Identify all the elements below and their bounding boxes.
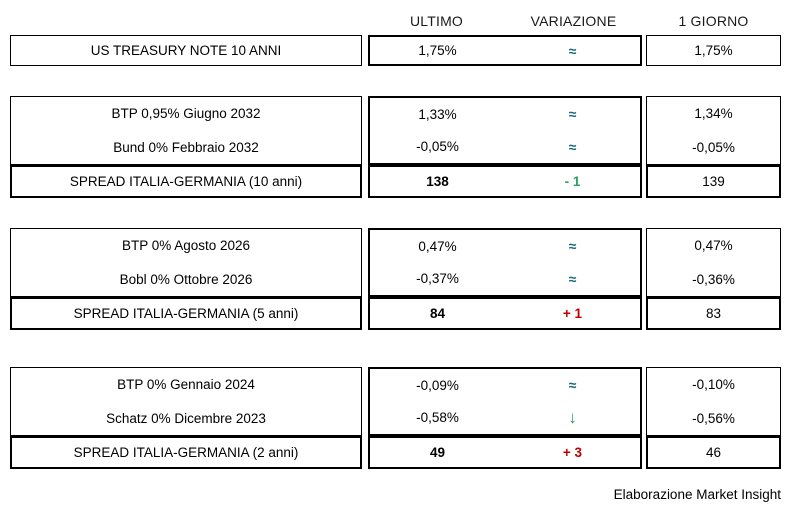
label-box: BTP 0,95% Giugno 2032 Bund 0% Febbraio 2… — [10, 96, 362, 165]
ultimo-variazione-box: 1,33% ≈ -0,05% ≈ — [368, 96, 642, 165]
giorno-box: -0,10% -0,56% — [646, 367, 781, 436]
giorno-value: -0,36% — [692, 271, 735, 287]
value-row: 0,47% ≈ — [370, 230, 640, 263]
approx-equal-icon: ≈ — [568, 42, 577, 59]
ultimo-variazione-box: 0,47% ≈ -0,37% ≈ — [368, 228, 642, 297]
ultimo-variazione-box: -0,09% ≈ -0,58% ↓ — [368, 367, 642, 436]
spread-giorno-value: 139 — [646, 165, 781, 198]
ultimo-variazione-box: 1,75% ≈ — [368, 35, 642, 66]
row-label: Bobl 0% Ottobre 2026 — [119, 271, 253, 287]
spread-giorno-value: 83 — [646, 297, 781, 330]
ultimo-value: -0,58% — [416, 410, 459, 426]
approx-equal-icon: ≈ — [568, 270, 577, 287]
ultimo-variazione-box: 84 + 1 — [368, 297, 642, 330]
row-label: BTP 0% Gennaio 2024 — [117, 377, 255, 393]
table-header-row: ULTIMO VARIAZIONE 1 GIORNO — [10, 0, 781, 35]
giorno-value: -0,05% — [692, 139, 735, 155]
giorno-value: -0,10% — [692, 377, 735, 393]
variazione-delta: + 1 — [562, 306, 583, 321]
row-label: US TREASURY NOTE 10 ANNI — [10, 35, 362, 66]
ultimo-value: -0,37% — [416, 271, 459, 287]
spread-ultimo-value: 49 — [429, 445, 446, 460]
arrow-down-icon: ↓ — [568, 408, 577, 428]
variazione-delta: + 3 — [562, 445, 583, 460]
row-label: BTP 0,95% Giugno 2032 — [111, 106, 261, 122]
giorno-value: 1,34% — [694, 106, 733, 122]
row-spread-10y: SPREAD ITALIA-GERMANIA (10 anni) 138 - 1… — [10, 165, 781, 198]
group-10y-rows: BTP 0,95% Giugno 2032 Bund 0% Febbraio 2… — [10, 96, 781, 165]
spread-label: SPREAD ITALIA-GERMANIA (5 anni) — [10, 297, 362, 330]
spread-label: SPREAD ITALIA-GERMANIA (2 anni) — [10, 436, 362, 469]
column-header-ultimo: ULTIMO — [409, 12, 464, 29]
giorno-box: 0,47% -0,36% — [646, 228, 781, 297]
approx-equal-icon: ≈ — [568, 138, 577, 155]
ultimo-value: -0,09% — [416, 377, 459, 393]
label-box: BTP 0% Gennaio 2024 Schatz 0% Dicembre 2… — [10, 367, 362, 436]
giorno-box: 1,34% -0,05% — [646, 96, 781, 165]
ultimo-value: -0,05% — [416, 139, 459, 155]
spread-giorno-value: 46 — [646, 436, 781, 469]
row-spread-5y: SPREAD ITALIA-GERMANIA (5 anni) 84 + 1 8… — [10, 297, 781, 330]
ultimo-variazione-box: 138 - 1 — [368, 165, 642, 198]
ultimo-value: 0,47% — [418, 238, 457, 254]
column-header-variazione: VARIAZIONE — [530, 12, 617, 29]
group-5y-rows: BTP 0% Agosto 2026 Bobl 0% Ottobre 2026 … — [10, 228, 781, 297]
approx-equal-icon: ≈ — [568, 238, 577, 255]
giorno-value: 0,47% — [694, 238, 733, 254]
value-row: -0,09% ≈ — [370, 369, 640, 402]
value-row: -0,05% ≈ — [370, 131, 640, 164]
row-label: Bund 0% Febbraio 2032 — [113, 139, 259, 155]
giorno-value: -0,56% — [692, 410, 735, 426]
row-spread-2y: SPREAD ITALIA-GERMANIA (2 anni) 49 + 3 4… — [10, 436, 781, 469]
value-row: -0,37% ≈ — [370, 263, 640, 296]
ultimo-value: 1,75% — [418, 43, 457, 58]
ultimo-value: 1,33% — [418, 106, 457, 122]
spread-ultimo-value: 84 — [429, 306, 446, 321]
approx-equal-icon: ≈ — [568, 106, 577, 123]
giorno-value: 1,75% — [646, 35, 781, 66]
ultimo-variazione-box: 49 + 3 — [368, 436, 642, 469]
attribution-text: Elaborazione Market Insight — [613, 487, 781, 502]
variazione-delta: - 1 — [564, 174, 581, 189]
row-label: Schatz 0% Dicembre 2023 — [106, 410, 266, 426]
spread-ultimo-value: 138 — [426, 174, 449, 189]
group-2y-rows: BTP 0% Gennaio 2024 Schatz 0% Dicembre 2… — [10, 367, 781, 436]
value-row: -0,58% ↓ — [370, 402, 640, 435]
approx-equal-icon: ≈ — [568, 377, 577, 394]
label-box: BTP 0% Agosto 2026 Bobl 0% Ottobre 2026 — [10, 228, 362, 297]
spread-label: SPREAD ITALIA-GERMANIA (10 anni) — [10, 165, 362, 198]
column-header-1-giorno: 1 GIORNO — [678, 12, 749, 29]
value-row: 1,33% ≈ — [370, 98, 640, 131]
row-label: BTP 0% Agosto 2026 — [121, 238, 251, 254]
row-us-treasury-10y: US TREASURY NOTE 10 ANNI 1,75% ≈ 1,75% — [10, 35, 781, 66]
